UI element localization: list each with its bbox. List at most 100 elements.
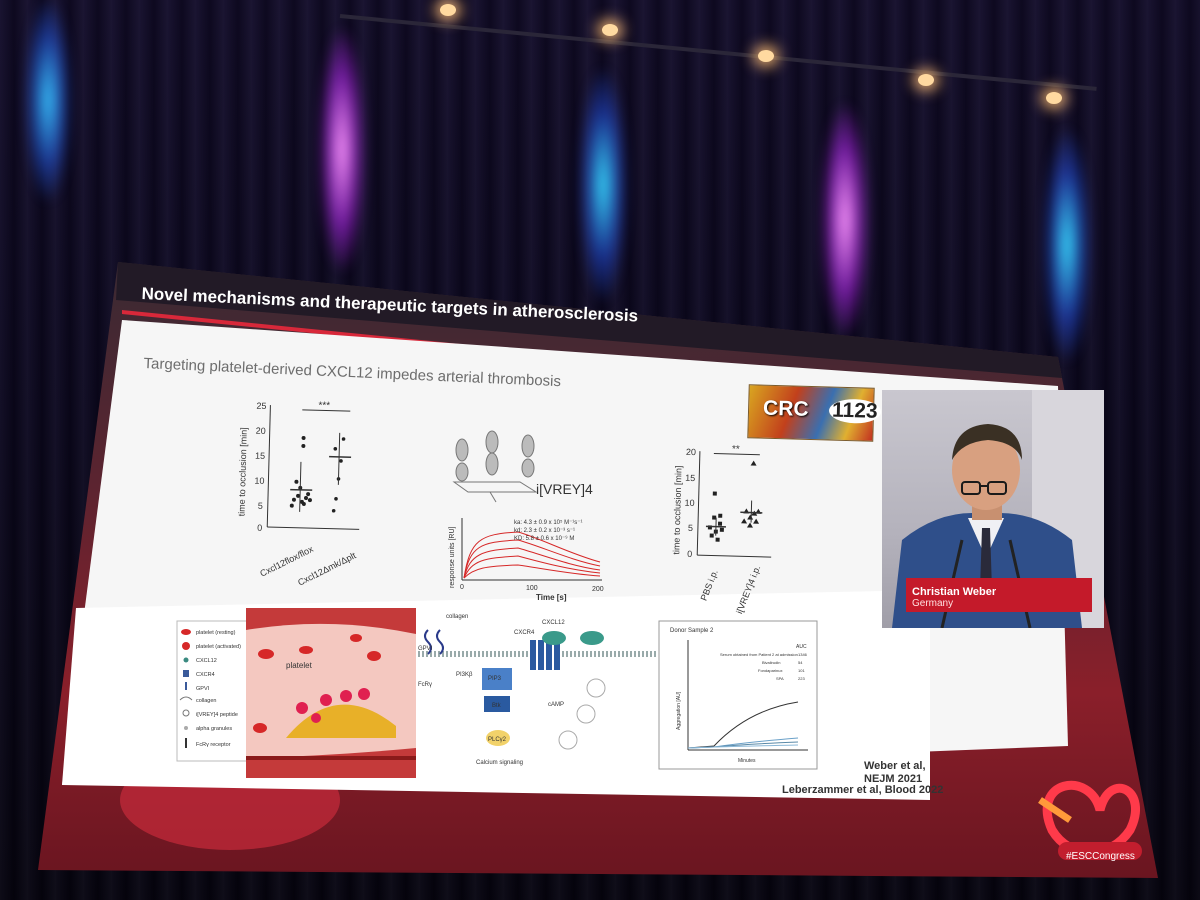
aggregation-title: Donor Sample 2 [670,628,714,634]
legend-item: CXCL12 [196,658,217,664]
left-group1-points [289,435,312,508]
speaker-country: Germany [912,598,954,609]
legend-item: i[VREY]4 peptide [196,712,238,718]
cxcl12-free [580,631,604,645]
stage-light-magenta-1 [320,30,364,270]
pathway-node [576,704,596,724]
aggregation-legend-value: 101 [798,668,805,673]
reference-leberzammer: Leberzammer et al, Blood 2022 [782,784,944,796]
cxcl12-bound [542,631,566,645]
hashtag-pill [1058,842,1142,860]
right-group2-errorbar [750,500,753,523]
right-panel-ytick: 10 [684,498,694,508]
speaker-video [882,390,1104,628]
gpvi-receptor [424,629,444,655]
spr-kinetic-KD: KD: 5.8 ± 0.6 x 10⁻⁹ M [514,535,574,542]
pathway-label: PLCγ2 [488,737,507,743]
legend-item: CXCR4 [196,672,215,678]
pathway-label: Calcium signaling [476,760,523,766]
spotlight [758,50,774,62]
aggregation-curve-spa [687,744,799,749]
aggregation-legend-item: Serum obtained from Patient 2 at admissi… [720,652,798,657]
legend-item: GPVI [196,686,210,692]
left-group2-mean [329,455,352,458]
stage-light-cyan-2 [580,70,626,300]
right-significance-bar [713,453,760,456]
spotlight [918,74,934,86]
left-group1-mean [290,488,313,491]
stage-light-cyan-1 [26,0,70,200]
spr-sensorgram-curves [463,531,601,579]
aggregation-legend-value: 54 [798,660,803,665]
spr-xtick: 0 [460,584,464,591]
vessel-platelet-label: platelet [286,661,313,670]
spotlight [440,4,456,16]
spr-xtick: 100 [526,585,538,592]
left-panel-x-axis [267,526,360,530]
left-panel-ytick: 20 [256,426,266,436]
pathway-label: GPVI [418,646,433,652]
left-panel-ylabel: time to occlusion [min] [236,427,248,516]
right-significance-mark: ** [732,444,740,455]
right-panel-ytick: 0 [687,549,692,559]
left-panel-ytick: 25 [256,401,266,411]
aggregation-chart: Donor Sample 2 Aggregation [AU] AUC Seru… [658,620,818,770]
right-panel-ytick: 20 [686,447,696,457]
right-scatter-panel: time to occlusion [min] 20 15 10 5 0 ** … [671,444,772,615]
pathway-label: Btk [492,703,502,709]
cxcr4-receptor [530,640,560,670]
right-panel-xtick: PBS i.p. [699,568,720,602]
middle-spr-panel: i[VREY]4 response units [RU] ka: 4.3 ± 0… [449,430,604,602]
spr-ylabel: response units [RU] [449,526,456,588]
signaling-pathway-diagram: collagen GPVI FcRγ CXCR4 CXCL12 PI3Kβ PI… [418,614,658,766]
pip3-box [482,668,512,690]
crc-logo-number: 1123 [828,398,881,424]
legend-item: platelet (resting) [196,630,236,636]
left-significance-mark: *** [318,400,330,411]
legend-item: platelet (activated) [196,644,241,650]
legend-item: FcRγ receptor [196,742,231,748]
pathway-node [558,730,578,750]
spr-kinetic-kd: kd: 2.3 ± 0.2 x 10⁻³ s⁻¹ [514,528,575,534]
left-panel-ytick: 0 [257,523,262,533]
right-panel-xtick: i[VREY]4 i.p. [734,564,762,615]
left-group2-errorbar [337,432,341,485]
left-group1-errorbar [299,461,302,512]
stage-light-cyan-3 [1044,130,1090,360]
legend-icons [179,629,193,748]
left-group2-points [331,437,346,513]
esc-logo-accent [1038,797,1072,823]
peptide-name: i[VREY]4 [536,481,593,497]
reference-nejm: NEJM 2021 [864,773,923,785]
right-panel-ytick: 5 [688,523,693,533]
pathway-node [586,678,606,698]
speaker-name: Christian Weber [912,586,997,598]
pathway-label: PIP3 [488,676,502,682]
right-panel-y-axis [696,451,701,556]
pathway-label: PI3Kβ [456,672,473,678]
aggregation-legend-item: SPA [776,676,784,681]
stage-light-magenta-2 [822,105,868,335]
spr-kinetic-ka: ka: 4.3 ± 0.9 x 10⁵ M⁻¹s⁻¹ [514,519,582,526]
title-bar [116,262,1062,378]
pathway-label: FcRγ [418,682,432,688]
pathway-label: collagen [446,614,468,620]
spotlight [602,24,618,36]
spr-xlabel: Time [s] [536,593,567,602]
crc-logo-text: CRC [762,396,809,421]
legend-item: collagen [196,698,217,704]
left-scatter-panel: time to occlusion [min] 25 20 15 10 5 0 … [236,400,360,588]
aggregation-ylabel: Aggregation [AU] [676,691,682,730]
spotlight [1046,92,1062,104]
spr-xtick: 200 [592,586,604,593]
vessel-illustration: platelet [246,608,416,778]
left-significance-bar [302,409,351,412]
left-panel-ytick: 15 [255,451,265,461]
activated-platelets [296,688,370,723]
speaker-figure [892,390,1104,628]
pathway-label: CXCL12 [542,620,565,626]
left-panel-ytick: 10 [254,476,264,486]
right-panel-ytick: 15 [685,473,695,483]
right-group2-points [741,460,762,528]
aggregation-legend-title: AUC [796,644,807,650]
